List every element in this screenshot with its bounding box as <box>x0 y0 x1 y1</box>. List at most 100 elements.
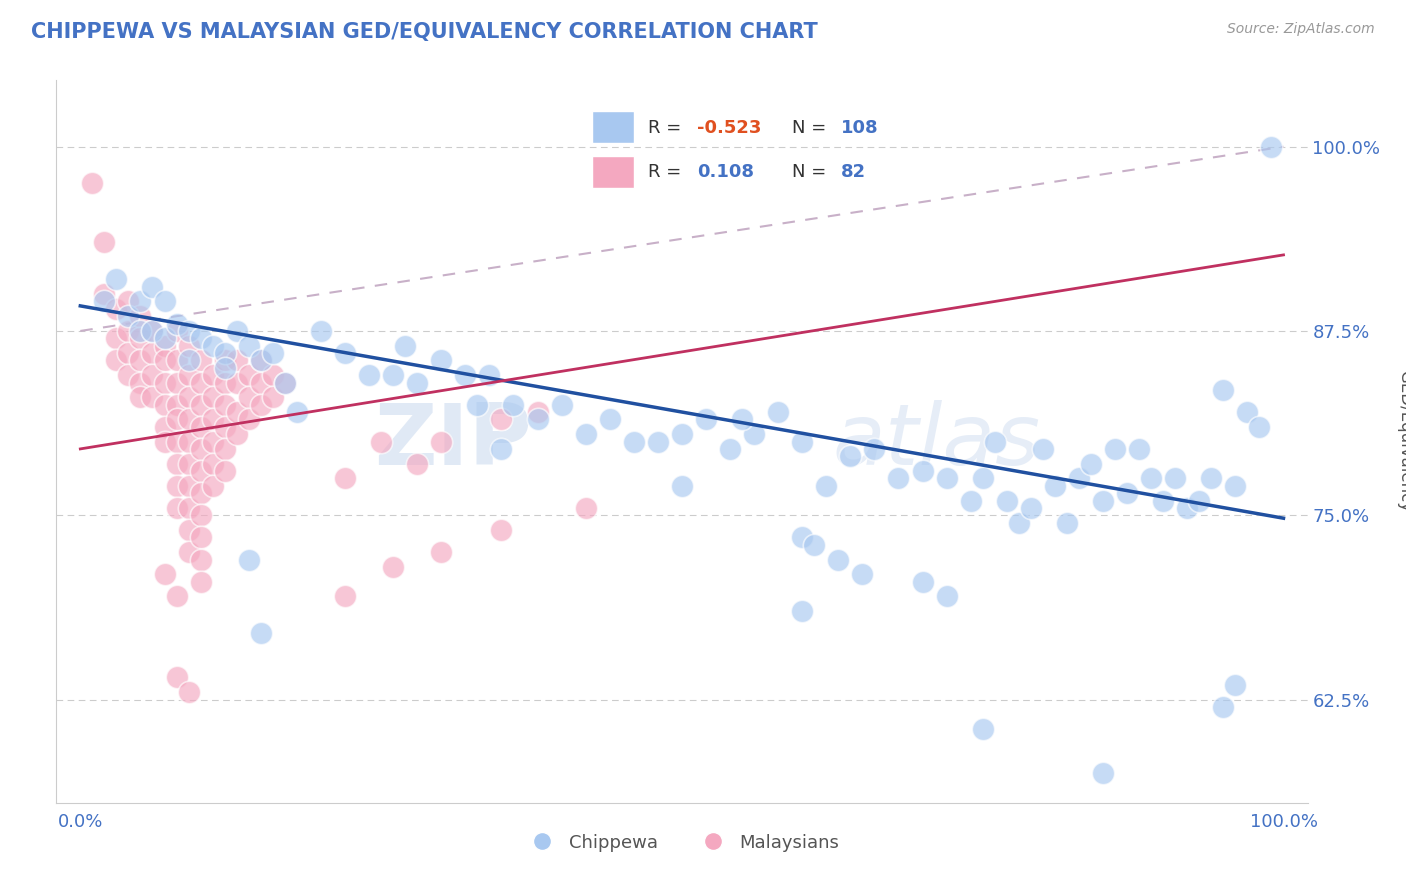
Point <box>177 324 200 338</box>
Legend: Chippewa, Malaysians: Chippewa, Malaysians <box>517 826 846 859</box>
Text: atlas: atlas <box>832 400 1040 483</box>
Point <box>129 390 152 404</box>
Point <box>792 434 814 449</box>
Point <box>190 530 212 544</box>
Point <box>839 450 862 464</box>
Point <box>1188 493 1211 508</box>
Point <box>526 412 548 426</box>
Point <box>695 412 717 426</box>
Point <box>177 500 200 515</box>
Point <box>430 353 453 368</box>
Point <box>1152 825 1174 839</box>
Point <box>575 427 598 442</box>
Point <box>153 567 176 582</box>
Point <box>1008 516 1031 530</box>
Point <box>214 398 236 412</box>
Point <box>863 442 886 456</box>
Point <box>249 353 271 368</box>
Point <box>671 427 693 442</box>
Point <box>177 523 200 537</box>
Point <box>911 574 934 589</box>
Point <box>201 457 224 471</box>
Point <box>984 434 1007 449</box>
Point <box>190 552 212 566</box>
Point <box>467 398 489 412</box>
Point <box>382 560 405 574</box>
Point <box>1056 516 1078 530</box>
Point <box>117 309 139 323</box>
Point <box>262 390 284 404</box>
Point <box>177 412 200 426</box>
Point <box>370 434 392 449</box>
Point <box>201 339 224 353</box>
Point <box>1201 471 1223 485</box>
Point <box>249 353 271 368</box>
Point <box>166 324 188 338</box>
Point <box>333 471 356 485</box>
Point <box>177 368 200 383</box>
Point <box>117 368 139 383</box>
Point <box>550 398 572 412</box>
Point <box>1225 678 1247 692</box>
Point <box>214 360 236 375</box>
Point <box>190 331 212 345</box>
Point <box>972 722 994 736</box>
Point <box>166 457 188 471</box>
Point <box>225 353 247 368</box>
Point <box>190 574 212 589</box>
Point <box>117 346 139 360</box>
Point <box>141 390 163 404</box>
Point <box>815 479 838 493</box>
Point <box>1140 471 1163 485</box>
Point <box>1032 442 1054 456</box>
Point <box>153 376 176 390</box>
Point <box>177 457 200 471</box>
Point <box>454 368 477 383</box>
Point <box>1225 479 1247 493</box>
Point <box>502 398 524 412</box>
Point <box>190 419 212 434</box>
Point <box>1092 493 1115 508</box>
Point <box>166 670 188 684</box>
Point <box>129 309 152 323</box>
Point <box>274 376 297 390</box>
Point <box>911 464 934 478</box>
Point <box>166 353 188 368</box>
Point <box>166 398 188 412</box>
Point <box>262 368 284 383</box>
Point <box>177 390 200 404</box>
Point <box>177 685 200 699</box>
Point <box>129 324 152 338</box>
Point <box>225 427 247 442</box>
Point <box>430 545 453 559</box>
Point <box>177 339 200 353</box>
Text: ZIP: ZIP <box>374 400 531 483</box>
Point <box>214 346 236 360</box>
Point <box>285 825 308 839</box>
Text: Source: ZipAtlas.com: Source: ZipAtlas.com <box>1227 22 1375 37</box>
Point <box>1067 471 1090 485</box>
Point <box>1212 700 1234 714</box>
Point <box>153 419 176 434</box>
Point <box>93 294 115 309</box>
Point <box>190 508 212 523</box>
Point <box>262 346 284 360</box>
Point <box>214 353 236 368</box>
Point <box>1249 419 1271 434</box>
Point <box>1175 500 1198 515</box>
Point <box>394 339 416 353</box>
Point <box>201 479 224 493</box>
Point <box>491 442 513 456</box>
Point <box>478 368 501 383</box>
Point <box>141 279 163 293</box>
Point <box>141 346 163 360</box>
Point <box>333 346 356 360</box>
Point <box>117 324 139 338</box>
Point <box>382 368 405 383</box>
Point <box>333 590 356 604</box>
Point <box>274 376 297 390</box>
Point <box>1116 486 1139 500</box>
Point <box>225 324 247 338</box>
Point <box>238 412 260 426</box>
Point <box>166 500 188 515</box>
